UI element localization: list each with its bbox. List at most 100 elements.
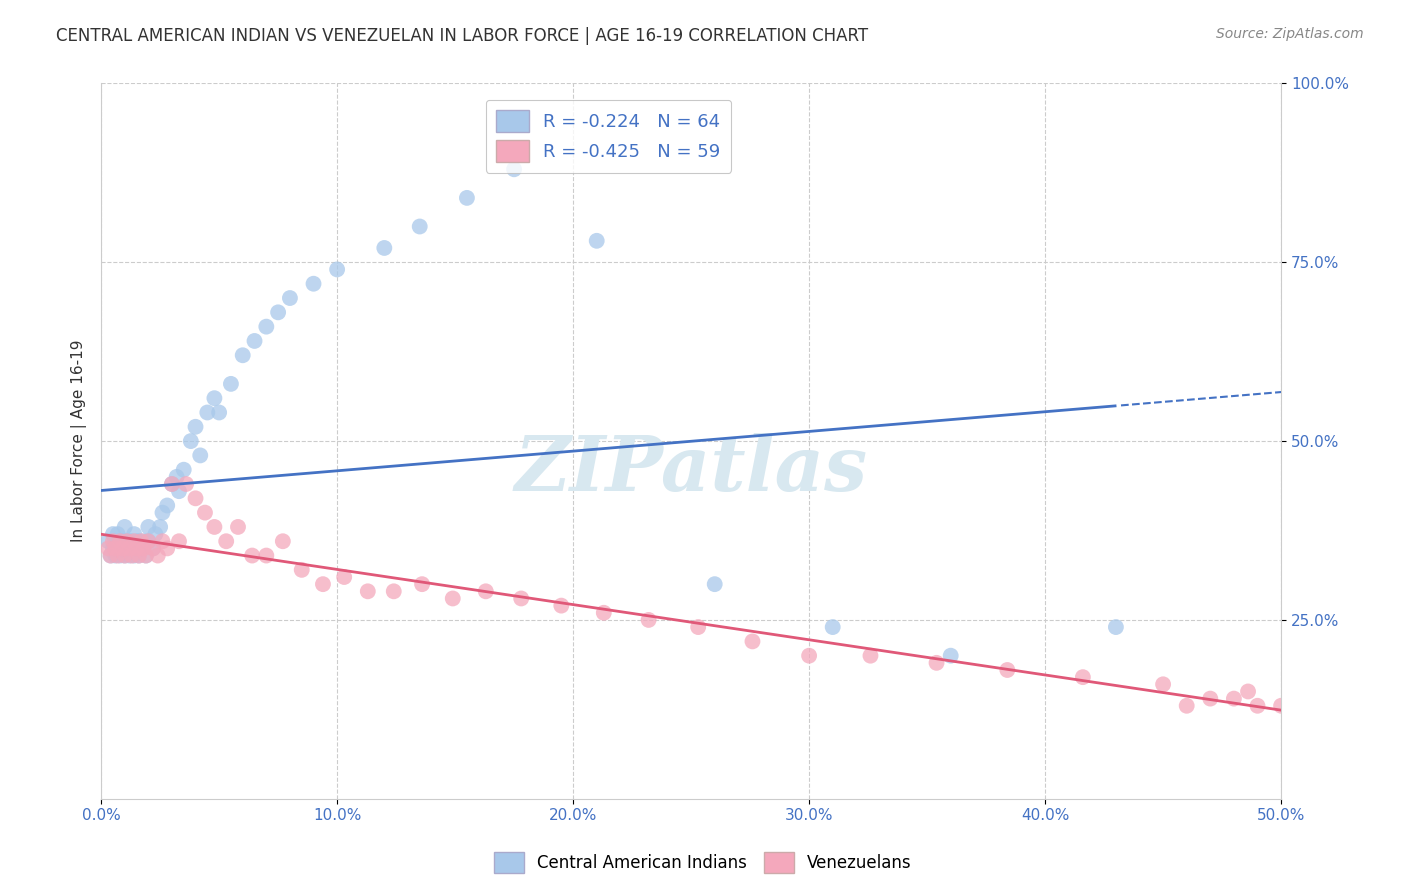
- Point: [859, 648, 882, 663]
- Point: [145, 527, 167, 541]
- Point: [115, 541, 138, 556]
- Point: [243, 334, 266, 348]
- Point: [503, 162, 526, 177]
- Point: [101, 534, 124, 549]
- Point: [1071, 670, 1094, 684]
- Point: [142, 541, 165, 556]
- Point: [160, 477, 183, 491]
- Point: [122, 534, 145, 549]
- Point: [118, 541, 141, 556]
- Point: [114, 549, 136, 563]
- Point: [373, 241, 395, 255]
- Point: [118, 534, 141, 549]
- Point: [180, 434, 202, 449]
- Point: [125, 541, 148, 556]
- Point: [132, 541, 155, 556]
- Point: [104, 534, 127, 549]
- Point: [121, 534, 143, 549]
- Text: CENTRAL AMERICAN INDIAN VS VENEZUELAN IN LABOR FORCE | AGE 16-19 CORRELATION CHA: CENTRAL AMERICAN INDIAN VS VENEZUELAN IN…: [56, 27, 869, 45]
- Point: [456, 191, 478, 205]
- Point: [97, 534, 120, 549]
- Point: [174, 477, 197, 491]
- Point: [215, 534, 238, 549]
- Point: [135, 549, 157, 563]
- Point: [111, 534, 134, 549]
- Point: [195, 405, 218, 419]
- Point: [128, 534, 150, 549]
- Point: [149, 520, 172, 534]
- Point: [104, 541, 127, 556]
- Point: [108, 534, 131, 549]
- Point: [107, 549, 129, 563]
- Point: [219, 376, 242, 391]
- Point: [111, 541, 134, 556]
- Point: [441, 591, 464, 606]
- Point: [107, 527, 129, 541]
- Point: [592, 606, 614, 620]
- Point: [129, 541, 152, 556]
- Point: [326, 262, 349, 277]
- Point: [1199, 691, 1222, 706]
- Point: [821, 620, 844, 634]
- Point: [194, 506, 217, 520]
- Point: [202, 520, 225, 534]
- Point: [232, 348, 254, 362]
- Point: [136, 534, 159, 549]
- Point: [703, 577, 725, 591]
- Point: [302, 277, 325, 291]
- Point: [101, 541, 124, 556]
- Point: [271, 534, 294, 549]
- Point: [115, 534, 138, 549]
- Point: [101, 527, 124, 541]
- Point: [167, 484, 190, 499]
- Point: [128, 549, 150, 563]
- Point: [333, 570, 356, 584]
- Point: [291, 563, 314, 577]
- Point: [114, 549, 136, 563]
- Point: [97, 541, 120, 556]
- Point: [184, 491, 207, 506]
- Text: Source: ZipAtlas.com: Source: ZipAtlas.com: [1216, 27, 1364, 41]
- Point: [585, 234, 607, 248]
- Point: [1175, 698, 1198, 713]
- Point: [208, 405, 231, 419]
- Point: [637, 613, 659, 627]
- Point: [1237, 684, 1260, 698]
- Point: [108, 534, 131, 549]
- Point: [510, 591, 533, 606]
- Point: [357, 584, 380, 599]
- Text: ZIPatlas: ZIPatlas: [515, 433, 868, 507]
- Point: [166, 470, 188, 484]
- Point: [550, 599, 572, 613]
- Point: [132, 534, 155, 549]
- Point: [122, 527, 145, 541]
- Point: [135, 549, 157, 563]
- Point: [125, 534, 148, 549]
- Point: [1105, 620, 1128, 634]
- Point: [167, 534, 190, 549]
- Point: [136, 520, 159, 534]
- Point: [184, 419, 207, 434]
- Point: [104, 549, 127, 563]
- Point: [125, 541, 148, 556]
- Point: [173, 463, 195, 477]
- Point: [202, 391, 225, 405]
- Point: [121, 549, 143, 563]
- Point: [100, 549, 122, 563]
- Point: [118, 549, 141, 563]
- Point: [129, 534, 152, 549]
- Point: [254, 319, 277, 334]
- Point: [107, 541, 129, 556]
- Point: [226, 520, 249, 534]
- Point: [1152, 677, 1174, 691]
- Point: [382, 584, 405, 599]
- Point: [1223, 691, 1246, 706]
- Point: [152, 534, 174, 549]
- Point: [111, 541, 134, 556]
- Point: [995, 663, 1018, 677]
- Y-axis label: In Labor Force | Age 16-19: In Labor Force | Age 16-19: [72, 340, 87, 542]
- Point: [108, 549, 131, 563]
- Point: [122, 549, 145, 563]
- Point: [939, 648, 962, 663]
- Point: [160, 477, 183, 491]
